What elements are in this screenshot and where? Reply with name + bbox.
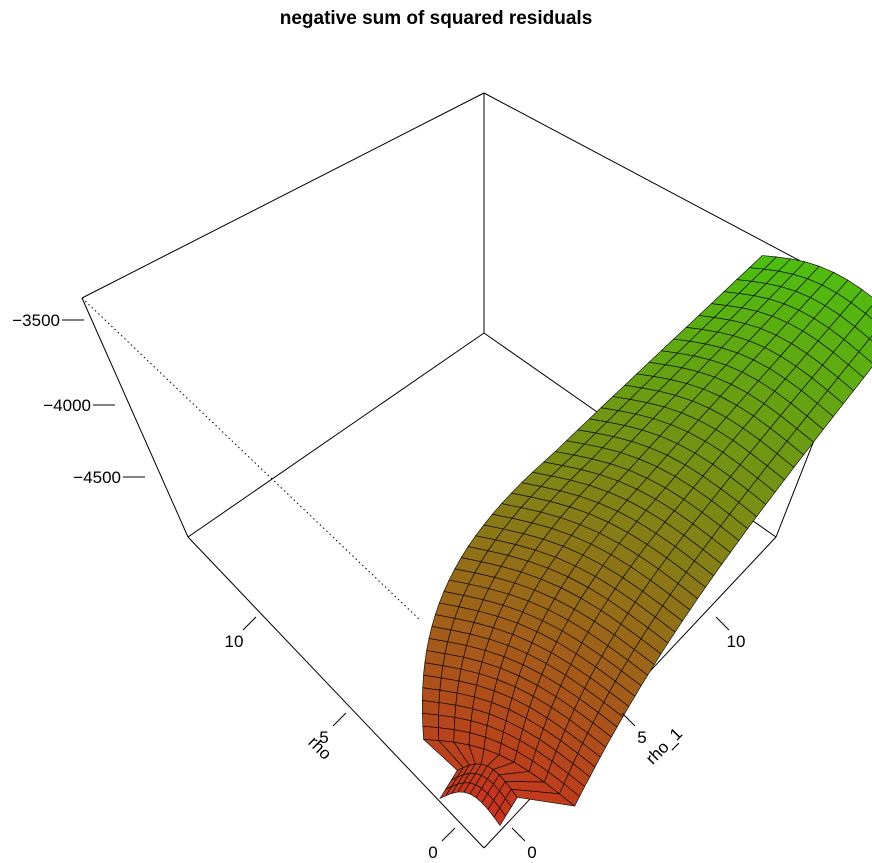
rho-tick-label: 0 <box>428 843 437 862</box>
rho1-axis-label: rho_1 <box>642 724 686 768</box>
surface-facet <box>438 727 455 743</box>
rho1-tick-label: 0 <box>527 843 536 862</box>
box-edge-back-top-left <box>81 92 485 299</box>
surface-facet <box>869 335 872 342</box>
surface-facet <box>421 700 440 716</box>
box-edge-bottom-left <box>187 536 485 849</box>
rho-tick-label: 5 <box>319 728 328 747</box>
rho-axis-label: rho <box>304 733 335 764</box>
rho-tick-label: 10 <box>225 632 244 651</box>
box-edge-left-vertical <box>81 297 189 538</box>
surface-facet <box>422 712 439 728</box>
surface-mesh <box>421 255 872 827</box>
surface-facet <box>865 305 872 320</box>
rho-tick-mark <box>242 616 257 631</box>
surface-facet <box>422 725 440 741</box>
chart-title: negative sum of squared residuals <box>279 8 593 29</box>
rho-tick-mark <box>441 827 456 842</box>
box-edge-back-bottom-left <box>187 332 485 538</box>
rho1-tick-label: 10 <box>727 632 746 651</box>
box-edge-top-left-dotted <box>81 297 421 621</box>
rho1-tick-mark <box>621 712 636 727</box>
surface-facet <box>858 338 872 364</box>
rho1-tick-label: 5 <box>637 728 646 747</box>
z-tick-label: −3500 <box>12 311 60 330</box>
rho1-tick-mark <box>511 827 526 842</box>
rho-tick-mark <box>332 712 347 727</box>
surface-facet <box>850 289 872 314</box>
z-tick-label: −4000 <box>43 396 91 415</box>
rho1-tick-mark <box>715 616 730 631</box>
z-tick-label: −4500 <box>73 468 121 487</box>
surface-facet <box>854 313 872 340</box>
